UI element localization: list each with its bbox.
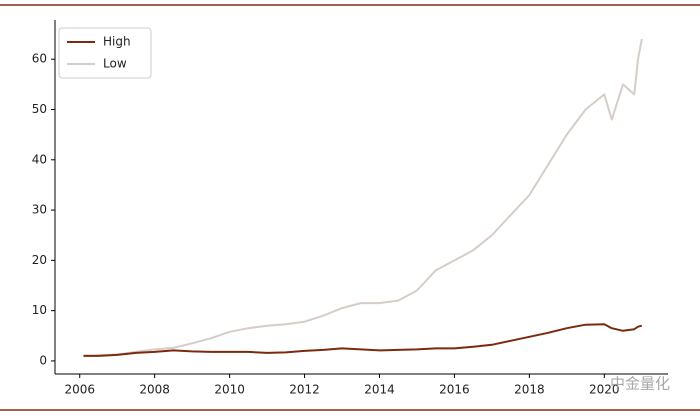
legend-box <box>58 27 152 79</box>
legend-label: Low <box>103 57 127 71</box>
y-tick-label: 60 <box>32 52 47 66</box>
y-tick-label: 10 <box>32 303 47 317</box>
x-tick-label: 2014 <box>364 383 395 397</box>
x-tick-label: 2006 <box>64 383 95 397</box>
y-tick-label: 30 <box>32 203 47 217</box>
series-line <box>83 323 643 357</box>
legend-label: High <box>103 35 131 49</box>
series-line <box>83 38 643 357</box>
x-tick-label: 2016 <box>439 383 470 397</box>
x-tick-label: 2008 <box>139 383 170 397</box>
watermark: 中金量化 <box>610 375 670 393</box>
x-tick-label: 2012 <box>289 383 320 397</box>
x-tick-label: 2020 <box>589 383 620 397</box>
y-tick-label: 20 <box>32 253 47 267</box>
x-tick-label: 2010 <box>214 383 245 397</box>
y-tick-label: 0 <box>39 353 47 367</box>
x-tick-label: 2018 <box>514 383 545 397</box>
y-tick-label: 50 <box>32 102 47 116</box>
y-tick-label: 40 <box>32 152 47 166</box>
